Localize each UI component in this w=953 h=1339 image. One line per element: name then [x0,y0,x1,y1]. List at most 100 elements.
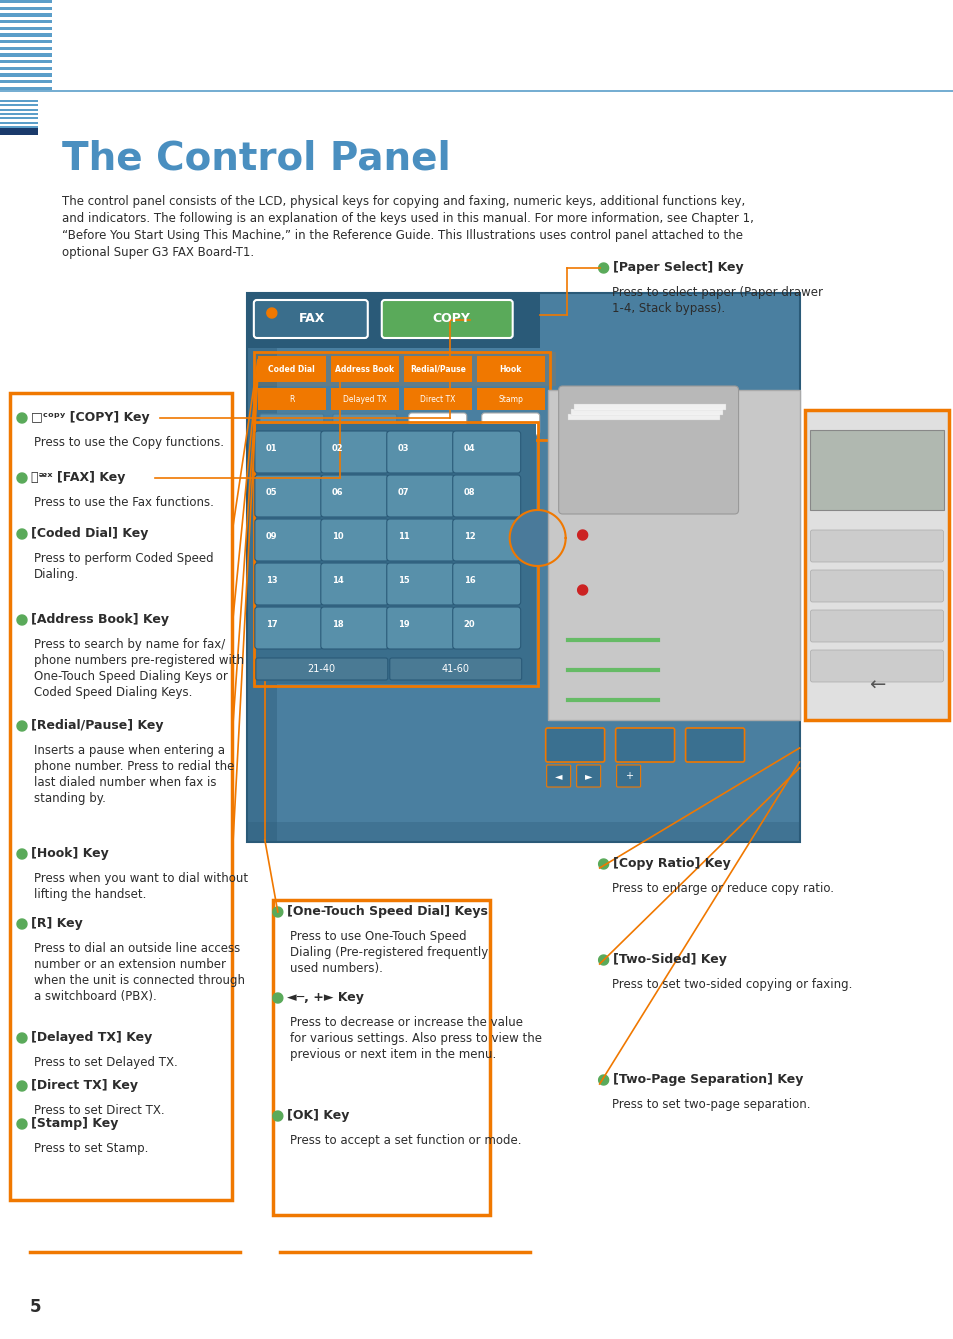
Text: optional Super G3 FAX Board-T1.: optional Super G3 FAX Board-T1. [62,246,253,258]
FancyBboxPatch shape [254,475,322,517]
FancyBboxPatch shape [615,728,674,762]
Text: 13: 13 [266,576,277,585]
Bar [257,356,326,382]
Text: The control panel consists of the LCD, physical keys for copying and faxing, num: The control panel consists of the LCD, p… [62,195,744,208]
Bar [0,129,38,135]
FancyBboxPatch shape [453,431,520,473]
Bar [255,424,536,684]
Bar [0,108,38,111]
Bar [257,388,326,410]
FancyBboxPatch shape [453,607,520,649]
Text: Dialing.: Dialing. [34,568,79,581]
Bar [0,112,38,115]
Text: ←: ← [868,675,884,695]
Text: [Redial/Pause] Key: [Redial/Pause] Key [30,719,163,732]
Text: R: R [289,395,294,403]
Text: Press to use the Fax functions.: Press to use the Fax functions. [34,495,213,509]
FancyBboxPatch shape [259,414,323,434]
Text: Press to set two-sided copying or faxing.: Press to set two-sided copying or faxing… [611,977,851,991]
Bar [247,293,799,842]
FancyBboxPatch shape [481,412,539,435]
FancyBboxPatch shape [253,300,368,337]
Bar [0,67,51,70]
Text: 10: 10 [332,532,343,541]
FancyBboxPatch shape [810,611,943,641]
Text: Redial/Pause: Redial/Pause [410,364,465,374]
Bar [0,126,38,129]
Text: ►: ► [584,771,592,781]
Text: ⓕᵆˣ [FAX] Key: ⓕᵆˣ [FAX] Key [30,471,125,485]
FancyBboxPatch shape [381,300,512,337]
FancyBboxPatch shape [576,765,600,787]
Polygon shape [509,510,565,566]
FancyBboxPatch shape [453,562,520,605]
Text: 01: 01 [266,445,277,453]
Text: Direct TX: Direct TX [419,395,455,403]
Text: 03: 03 [397,445,409,453]
Bar [0,87,51,90]
Polygon shape [17,1032,27,1043]
Polygon shape [578,585,587,595]
Polygon shape [17,919,27,929]
Bar [0,100,38,102]
Bar [0,0,51,3]
Text: Press to select paper (Paper drawer: Press to select paper (Paper drawer [611,287,821,299]
Bar [403,356,471,382]
Text: Press to search by name for fax/: Press to search by name for fax/ [34,637,225,651]
FancyBboxPatch shape [320,562,389,605]
Text: Address Book: Address Book [335,364,394,374]
Text: 20: 20 [463,620,475,629]
FancyBboxPatch shape [259,388,323,408]
Bar [0,80,51,83]
Text: Press to set two-page separation.: Press to set two-page separation. [611,1098,809,1111]
Polygon shape [578,530,587,540]
Text: Hook: Hook [499,364,521,374]
FancyBboxPatch shape [408,412,466,435]
Bar [476,388,544,410]
Text: Press to set Direct TX.: Press to set Direct TX. [34,1103,165,1117]
FancyBboxPatch shape [386,520,455,561]
Bar [253,352,549,441]
Bar [331,356,398,382]
Bar [403,388,471,410]
Text: 02: 02 [332,445,343,453]
FancyBboxPatch shape [478,388,542,408]
Polygon shape [17,529,27,540]
Polygon shape [17,1119,27,1129]
Text: FAX: FAX [298,312,325,325]
Text: used numbers).: used numbers). [290,961,382,975]
Text: Press to enlarge or reduce copy ratio.: Press to enlarge or reduce copy ratio. [611,882,833,894]
Text: 1-4, Stack bypass).: 1-4, Stack bypass). [611,303,724,315]
Bar [247,822,799,842]
Text: Press when you want to dial without: Press when you want to dial without [34,872,248,885]
Text: phone number. Press to redial the: phone number. Press to redial the [34,761,234,773]
Text: The Control Panel: The Control Panel [62,141,450,178]
FancyBboxPatch shape [254,562,322,605]
Bar [0,13,51,16]
Polygon shape [273,1111,282,1121]
Text: 16: 16 [463,576,475,585]
Text: a switchboard (PBX).: a switchboard (PBX). [34,990,156,1003]
Bar [0,40,51,43]
Bar [273,900,489,1214]
Text: ◄: ◄ [555,771,562,781]
Bar [0,118,38,119]
FancyBboxPatch shape [810,530,943,562]
Bar [10,394,232,1200]
Text: Press to accept a set function or mode.: Press to accept a set function or mode. [290,1134,520,1148]
FancyBboxPatch shape [386,475,455,517]
FancyBboxPatch shape [333,388,396,408]
Polygon shape [273,994,282,1003]
Bar [0,122,38,123]
Text: 21-40: 21-40 [308,664,335,674]
Polygon shape [598,860,608,869]
FancyBboxPatch shape [453,475,520,517]
Bar [253,422,537,686]
Bar [0,60,51,63]
Text: [Delayed TX] Key: [Delayed TX] Key [30,1031,152,1044]
FancyBboxPatch shape [254,431,322,473]
Text: [Copy Ratio] Key: [Copy Ratio] Key [612,857,730,870]
Text: standing by.: standing by. [34,791,106,805]
Bar [0,7,51,9]
Text: 14: 14 [332,576,343,585]
